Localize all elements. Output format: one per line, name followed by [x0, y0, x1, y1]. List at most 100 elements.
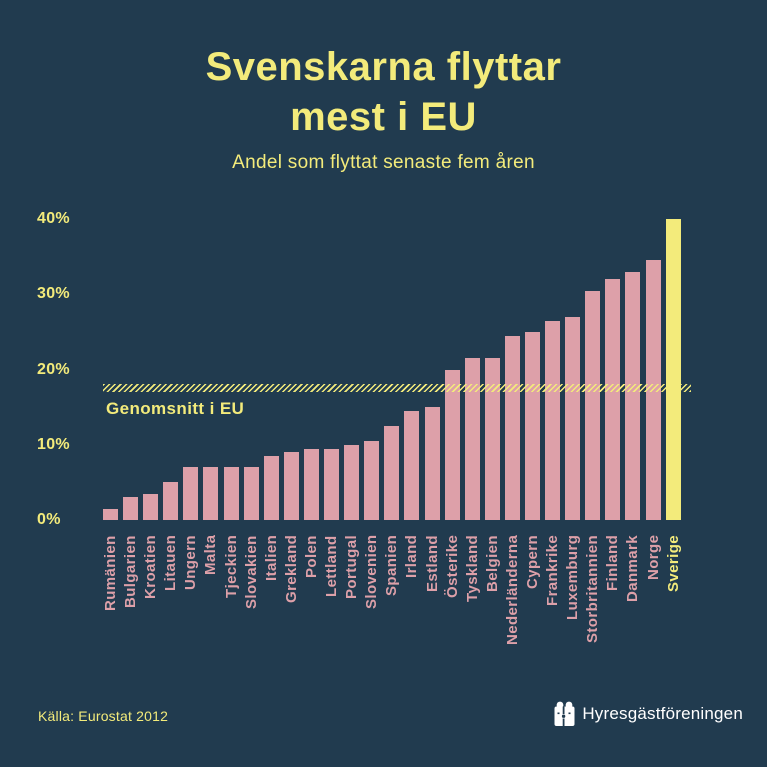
x-label-malta: Malta: [202, 535, 220, 576]
x-label-cell: Italien: [262, 535, 280, 683]
x-label-spanien: Spanien: [383, 535, 401, 597]
x-label-estland: Estland: [423, 535, 441, 592]
x-label-cypern: Cypern: [523, 535, 541, 590]
eu-average-line: [103, 384, 691, 393]
bar-luxemburg: [565, 316, 581, 520]
x-label-litauen: Litauen: [162, 535, 180, 592]
x-label-cell: Finland: [604, 535, 622, 683]
x-axis-labels: Rumänien Bulgarien Kroatien Litauen Ungern Ma…: [102, 535, 682, 683]
x-label-cell: Tyskland: [463, 535, 481, 683]
x-label-luxemburg: Luxemburg: [564, 535, 582, 621]
brand-name: Hyresgästföreningen: [582, 704, 743, 723]
x-label-ungern: Ungern: [182, 535, 200, 590]
x-label-sverige: Sverige: [664, 535, 682, 592]
x-label-cell: Lettland: [323, 535, 341, 683]
x-label-österike: Österike: [443, 535, 461, 599]
bar-finland: [605, 279, 621, 520]
bar-irland: [404, 410, 420, 520]
x-label-nederländerna: Nederländerna: [503, 535, 521, 646]
bar-polen: [303, 448, 319, 520]
bar-tjeckien: [223, 467, 239, 520]
x-label-cell: Belgien: [483, 535, 501, 683]
x-label-danmark: Danmark: [624, 535, 642, 602]
x-label-slovakien: Slovakien: [242, 535, 260, 609]
source-note: Källa: Eurostat 2012: [38, 708, 169, 724]
bar-estland: [424, 407, 440, 520]
x-label-cell: Irland: [403, 535, 421, 683]
x-label-kroatien: Kroatien: [142, 535, 160, 600]
bar-storbritannien: [585, 290, 601, 520]
title-line-2: mest i EU: [290, 95, 477, 139]
x-label-cell: Danmark: [624, 535, 642, 683]
bar-österike: [444, 369, 460, 520]
y-tick-40: 40%: [37, 210, 70, 227]
page-title: Svenskarna flyttar mest i EU: [0, 42, 767, 142]
x-label-cell: Nederländerna: [503, 535, 521, 683]
hyresgastforeningen-cube-icon: [554, 701, 575, 726]
bar-chart: [103, 219, 681, 520]
bar-slovakien: [243, 467, 259, 520]
x-label-cell: Slovenien: [363, 535, 381, 683]
x-label-cell: Polen: [302, 535, 320, 683]
bar-italien: [263, 456, 279, 520]
bar-bulgarien: [123, 497, 139, 520]
bar-frankrike: [545, 320, 561, 520]
y-tick-20: 20%: [37, 360, 70, 378]
bar-litauen: [163, 482, 179, 520]
x-label-storbritannien: Storbritannien: [584, 535, 602, 644]
x-label-frankrike: Frankrike: [544, 535, 562, 607]
bar-tyskland: [464, 358, 480, 520]
x-label-irland: Irland: [403, 535, 421, 579]
bar-grekland: [283, 452, 299, 520]
x-label-cell: Estland: [423, 535, 441, 683]
y-tick-0: 0%: [37, 511, 61, 528]
bar-spanien: [384, 425, 400, 520]
title-line-1: Svenskarna flyttar: [205, 45, 562, 89]
x-label-cell: Tjeckien: [223, 535, 240, 683]
x-label-polen: Polen: [302, 535, 320, 578]
x-label-cell: Frankrike: [544, 535, 562, 683]
bar-kroatien: [143, 493, 159, 520]
x-label-cell: Bulgarien: [122, 535, 140, 683]
bar-sverige: [665, 219, 681, 520]
y-tick-30: 30%: [37, 285, 70, 303]
x-label-cell: Grekland: [282, 535, 300, 683]
bar-malta: [203, 467, 219, 520]
bar-slovenien: [364, 441, 380, 520]
x-label-cell: Portugal: [343, 535, 361, 683]
x-label-cell: Ungern: [182, 535, 200, 683]
x-label-italien: Italien: [262, 535, 280, 582]
x-label-rumänien: Rumänien: [102, 535, 119, 611]
x-label-bulgarien: Bulgarien: [122, 535, 140, 608]
chart-subtitle: Andel som flyttat senaste fem åren: [232, 152, 535, 173]
bar-danmark: [625, 271, 641, 520]
x-label-norge: Norge: [644, 535, 662, 581]
x-label-cell: Spanien: [383, 535, 401, 683]
eu-average-label: Genomsnitt i EU: [106, 399, 245, 418]
bar-rumänien: [103, 508, 118, 520]
x-label-cell: Cypern: [523, 535, 541, 683]
x-label-cell: Storbritannien: [584, 535, 602, 683]
bar-belgien: [484, 358, 500, 520]
x-label-cell: Rumänien: [102, 535, 119, 683]
x-label-tyskland: Tyskland: [463, 535, 481, 603]
x-label-grekland: Grekland: [282, 535, 300, 604]
y-tick-10: 10%: [37, 435, 70, 453]
x-label-cell: Luxemburg: [564, 535, 582, 683]
x-label-cell: Malta: [202, 535, 220, 683]
x-label-slovenien: Slovenien: [363, 535, 381, 610]
x-label-portugal: Portugal: [343, 535, 361, 600]
x-label-cell: Norge: [644, 535, 662, 683]
bar-ungern: [183, 467, 199, 520]
x-label-cell: Kroatien: [142, 535, 160, 683]
x-label-cell: Sverige: [664, 535, 682, 683]
bar-portugal: [344, 444, 360, 520]
bar-lettland: [324, 448, 340, 520]
x-label-belgien: Belgien: [483, 535, 501, 592]
x-label-finland: Finland: [604, 535, 622, 592]
bar-cypern: [524, 331, 540, 520]
x-label-cell: Litauen: [162, 535, 180, 683]
x-label-cell: Slovakien: [242, 535, 260, 683]
x-label-lettland: Lettland: [323, 535, 341, 597]
